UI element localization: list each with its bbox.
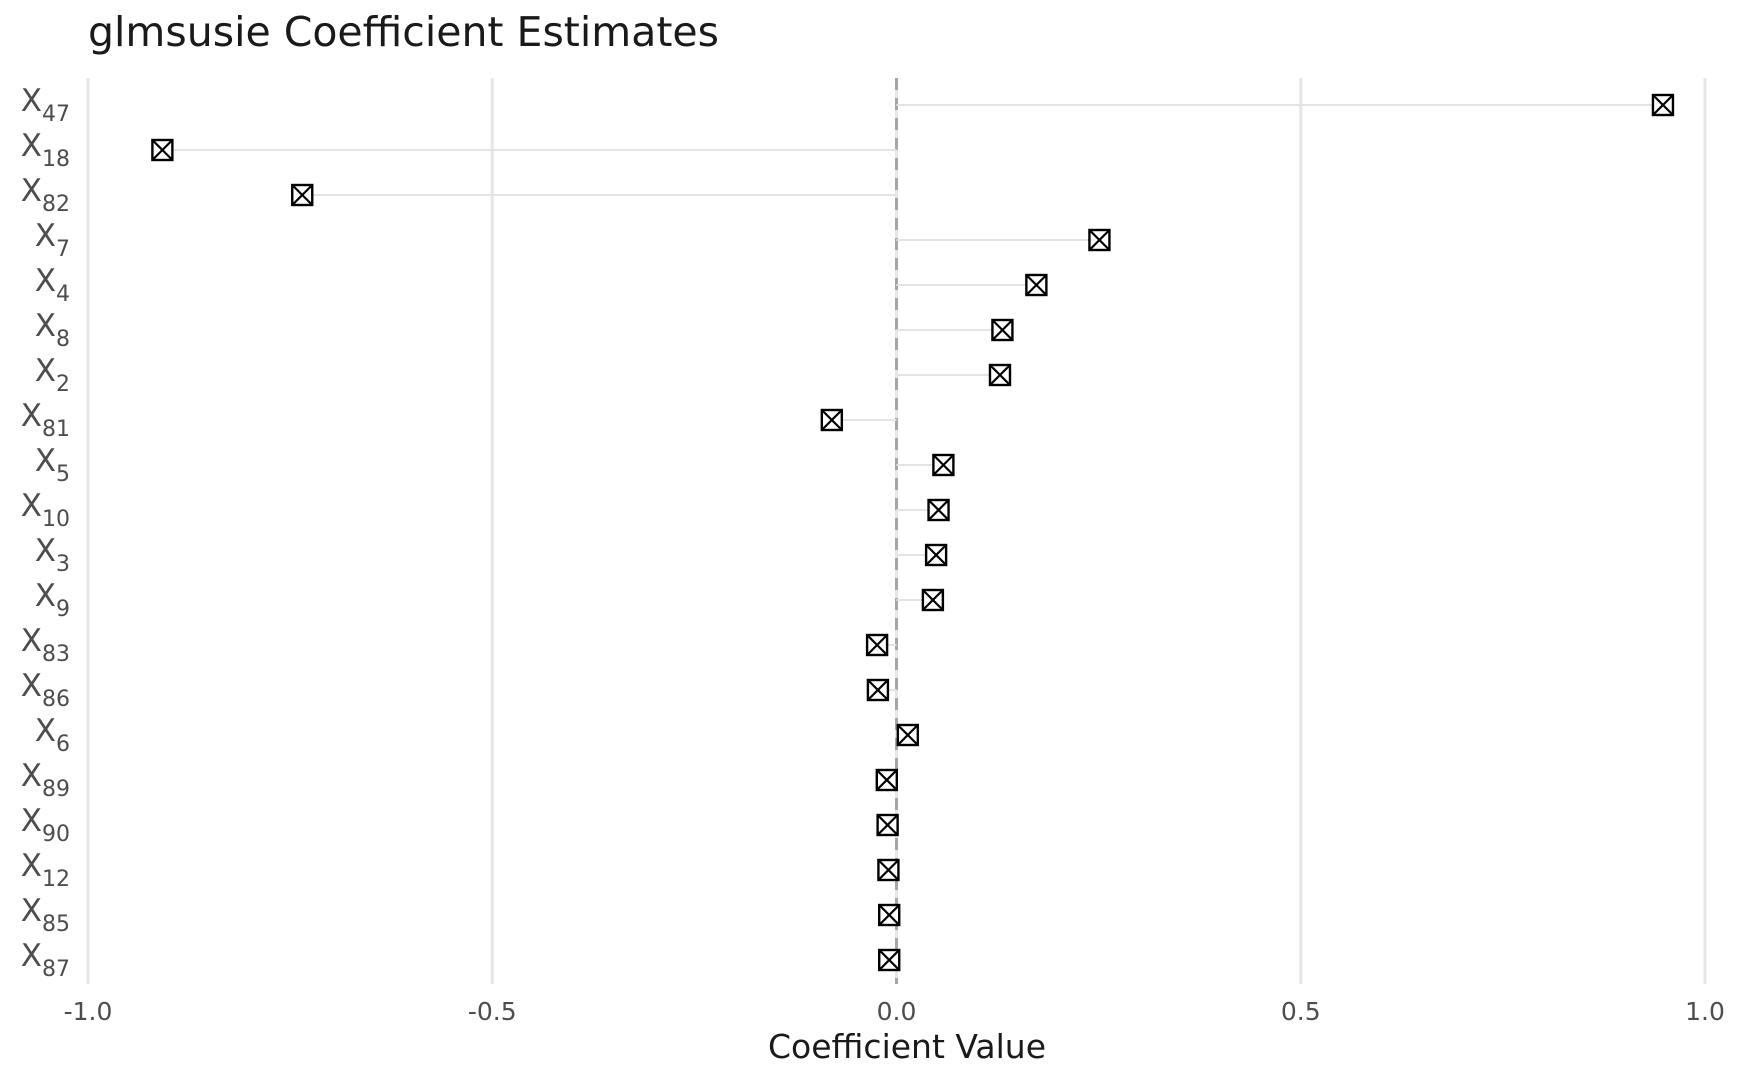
- x-tick-label: 0.0: [877, 997, 917, 1026]
- coefficient-marker: [876, 813, 899, 837]
- coefficient-marker: [988, 363, 1012, 387]
- y-tick-label: X90: [21, 803, 70, 847]
- y-tick-label: X6: [35, 713, 70, 757]
- coefficient-marker: [865, 633, 889, 657]
- y-tick-label: X2: [35, 353, 70, 397]
- coefficient-marker: [924, 543, 948, 567]
- y-tick-label: X9: [35, 578, 70, 622]
- markers: [151, 93, 1675, 972]
- y-tick-label: X47: [21, 83, 70, 127]
- coefficient-marker: [932, 453, 955, 477]
- x-axis-title: Coefficient Value: [768, 1027, 1046, 1066]
- coefficient-marker: [820, 408, 844, 432]
- y-tick-label: X12: [21, 848, 70, 892]
- y-tick-label: X18: [21, 128, 70, 172]
- chart-title: glmsusie Coefficient Estimates: [88, 8, 719, 56]
- coefficient-marker: [875, 768, 898, 792]
- y-tick-label: X81: [21, 398, 70, 442]
- y-tick-label: X87: [21, 938, 70, 982]
- y-tick-label: X86: [21, 668, 70, 712]
- coefficient-marker: [291, 183, 314, 207]
- coefficient-marker: [866, 678, 890, 702]
- y-tick-label: X85: [21, 893, 70, 937]
- coefficient-marker: [921, 588, 945, 612]
- y-tick-label: X82: [21, 173, 70, 217]
- x-tick-label: 0.5: [1281, 997, 1321, 1026]
- y-axis-ticks: X47X18X82X7X4X8X2X81X5X10X3X9X83X86X6X89…: [21, 83, 70, 982]
- coefficient-marker: [1025, 273, 1048, 297]
- x-tick-label: 1.0: [1685, 997, 1725, 1026]
- x-axis-ticks: -1.0 -0.5 0.0 0.5 1.0: [64, 997, 1725, 1026]
- coefficient-marker: [878, 948, 901, 972]
- y-tick-label: X7: [35, 218, 70, 262]
- x-tick-label: -1.0: [64, 997, 113, 1026]
- coefficient-marker: [878, 903, 901, 927]
- coefficient-marker: [1651, 93, 1675, 117]
- y-tick-label: X83: [21, 623, 70, 667]
- y-tick-label: X10: [21, 488, 70, 532]
- coefficient-marker: [896, 723, 920, 747]
- y-tick-label: X8: [35, 308, 70, 352]
- coefficient-marker: [877, 858, 900, 882]
- y-tick-label: X3: [35, 533, 70, 577]
- y-tick-label: X5: [35, 443, 70, 487]
- coefficient-marker: [1088, 228, 1111, 252]
- coefficient-marker: [151, 138, 174, 162]
- x-tick-label: -0.5: [468, 997, 517, 1026]
- coefficient-marker: [991, 318, 1014, 342]
- coefficient-marker: [927, 498, 950, 522]
- y-tick-label: X89: [21, 758, 70, 802]
- y-tick-label: X4: [35, 263, 70, 307]
- segments: [162, 104, 1663, 961]
